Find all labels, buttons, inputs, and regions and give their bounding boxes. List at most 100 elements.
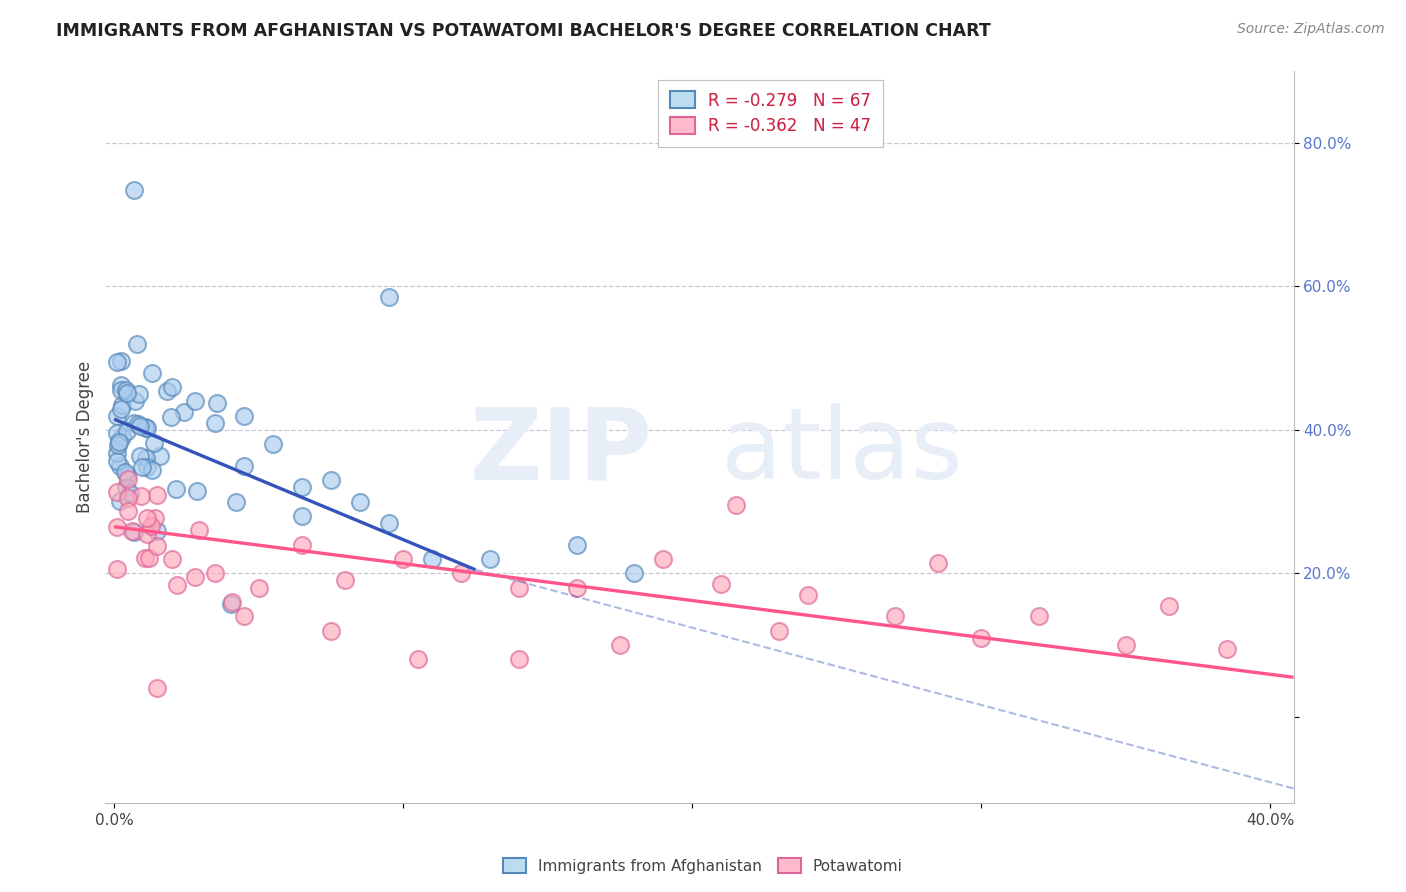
Point [724,498,747,512]
Point [105,409,128,423]
Point [233,458,256,473]
Point [377,290,399,304]
Point [111,398,134,412]
Point [156,384,179,398]
Point [105,454,128,468]
Point [143,436,166,450]
Point [233,409,256,423]
Point [184,394,207,409]
Point [508,652,530,666]
Point [204,566,226,581]
Point [160,552,183,566]
Point [186,484,208,499]
Point [146,488,169,502]
Point [319,624,342,638]
Point [136,511,159,525]
Point [225,495,247,509]
Point [138,550,160,565]
Point [115,386,138,401]
Point [291,538,314,552]
Point [349,494,371,508]
Point [128,419,150,434]
Point [927,556,949,570]
Point [108,494,131,508]
Point [128,387,150,401]
Point [134,420,156,434]
Point [135,451,157,466]
Point [108,459,131,474]
Point [623,566,645,581]
Legend: Immigrants from Afghanistan, Potawatomi: Immigrants from Afghanistan, Potawatomi [498,852,908,880]
Point [129,449,152,463]
Point [377,516,399,530]
Point [115,425,138,439]
Point [1028,609,1050,624]
Point [141,463,163,477]
Point [710,577,733,591]
Point [115,480,138,494]
Point [129,489,152,503]
Point [291,508,314,523]
Point [1115,638,1137,652]
Point [291,480,314,494]
Point [1159,599,1181,613]
Point [392,552,415,566]
Point [160,410,183,425]
Point [117,491,139,506]
Point [135,526,157,541]
Point [247,581,270,595]
Point [124,394,146,409]
Point [108,434,131,448]
Point [124,183,146,197]
Point [134,551,156,566]
Point [797,588,820,602]
Point [135,420,157,434]
Y-axis label: Bachelor's Degree: Bachelor's Degree [76,361,94,513]
Point [114,465,136,479]
Point [149,449,172,463]
Point [105,355,128,369]
Point [105,520,128,534]
Point [565,581,588,595]
Point [107,435,129,450]
Point [146,681,169,695]
Point [139,519,162,533]
Point [188,524,211,538]
Point [105,485,128,500]
Point [127,417,149,431]
Point [122,524,145,539]
Text: Source: ZipAtlas.com: Source: ZipAtlas.com [1237,22,1385,37]
Point [262,437,284,451]
Point [117,504,139,518]
Point [652,552,675,566]
Point [121,524,143,538]
Text: atlas: atlas [721,403,963,500]
Point [165,482,187,496]
Point [406,652,429,666]
Point [1216,641,1239,656]
Point [166,577,188,591]
Point [110,378,132,392]
Point [105,562,128,576]
Point [141,366,163,380]
Point [146,539,169,553]
Point [450,566,472,581]
Point [117,472,139,486]
Point [143,511,166,525]
Point [420,552,443,566]
Point [105,445,128,459]
Point [207,396,229,410]
Point [127,336,149,351]
Point [105,425,128,440]
Point [135,421,157,435]
Point [115,467,138,482]
Point [219,597,242,611]
Legend: R = -0.279   N = 67, R = -0.362   N = 47: R = -0.279 N = 67, R = -0.362 N = 47 [658,79,883,147]
Point [146,524,169,538]
Point [204,416,226,430]
Point [160,380,183,394]
Point [883,609,905,624]
Text: ZIP: ZIP [470,403,652,500]
Point [478,552,501,566]
Point [111,430,134,444]
